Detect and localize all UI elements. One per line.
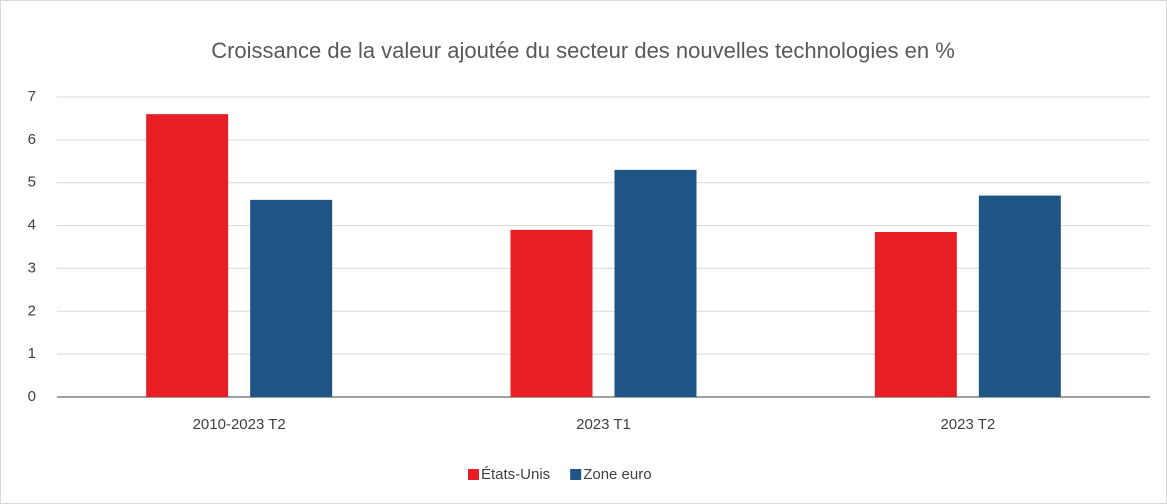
y-tick-label: 4 [28,217,36,234]
x-tick-label: 2023 T1 [576,416,631,433]
legend-label: Zone euro [583,466,651,483]
legend-label: États-Unis [481,466,550,483]
bar [614,169,697,397]
y-tick-label: 7 [28,88,36,105]
y-tick-label: 0 [28,388,36,405]
y-tick-label: 3 [28,259,36,276]
y-tick-label: 6 [28,131,36,148]
y-tick-label: 2 [28,302,36,319]
x-tick-label: 2023 T2 [940,416,995,433]
bar [250,199,333,397]
chart-title: Croissance de la valeur ajoutée du secte… [211,38,955,63]
y-tick-label: 5 [28,174,36,191]
bar [874,232,957,397]
bar [510,229,593,397]
y-tick-label: 1 [28,345,36,362]
x-tick-label: 2010-2023 T2 [193,416,286,433]
legend-swatch [570,469,582,480]
bar [146,114,229,398]
bar [978,195,1061,397]
legend-swatch [468,469,479,480]
